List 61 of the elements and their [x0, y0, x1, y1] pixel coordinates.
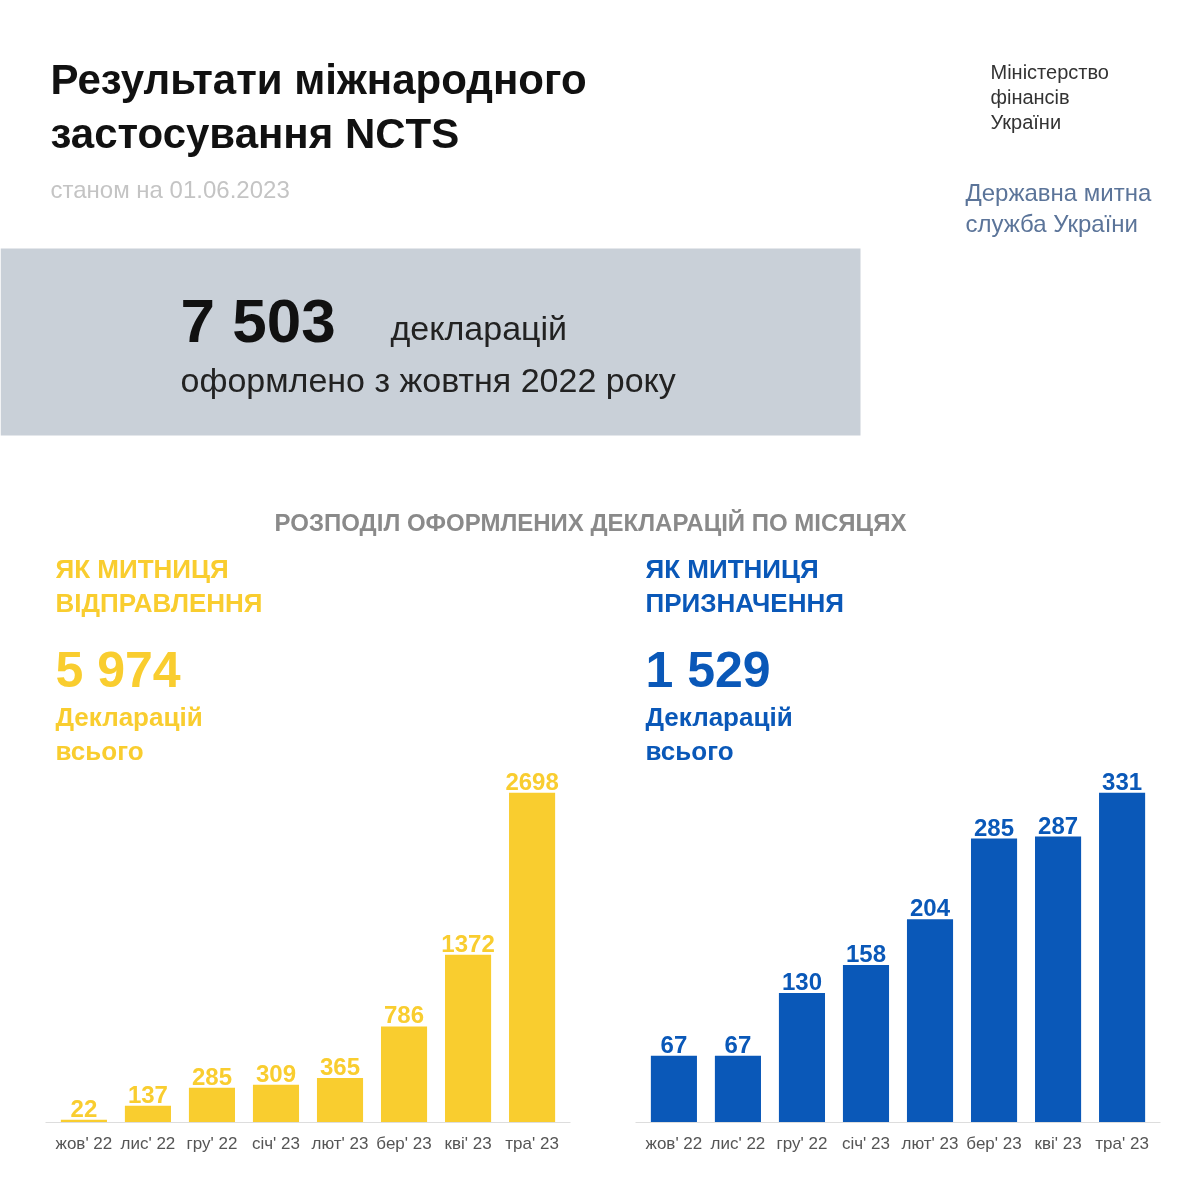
x-tick-label: бер' 23 [376, 1133, 432, 1153]
text: станом на 01.06.2023 [50, 175, 290, 203]
bar [650, 1055, 697, 1123]
x-tick-label: тра' 23 [1095, 1133, 1149, 1153]
chart-title: ЯК МИТНИЦЯ ПРИЗНАЧЕННЯ [645, 553, 844, 618]
chart-subtitle: 5 974 [55, 641, 181, 698]
bar [380, 1026, 428, 1123]
bar [1035, 836, 1082, 1123]
data-label: 2698 [505, 767, 559, 795]
data-label: 130 [781, 968, 822, 996]
x-tick-label: лют' 23 [901, 1133, 959, 1153]
x-tick-label: тра' 23 [505, 1133, 559, 1153]
data-label: 285 [191, 1062, 232, 1090]
x-tick-label: січ' 23 [251, 1133, 300, 1153]
chart-subtitle: 1 529 [645, 641, 771, 698]
x-tick-label: січ' 23 [841, 1133, 890, 1153]
text: Результати міжнародного застосування NCTS [50, 55, 587, 157]
bar [252, 1084, 300, 1123]
bar [1099, 792, 1146, 1123]
x-tick-label: бер' 23 [966, 1133, 1022, 1153]
x-tick-label: гру' 22 [776, 1133, 828, 1153]
data-label: 67 [660, 1030, 688, 1058]
text: декларацій [390, 308, 568, 347]
x-tick-label: жов' 22 [55, 1133, 113, 1153]
x-tick-label: жов' 22 [645, 1133, 703, 1153]
bar [188, 1087, 236, 1123]
data-label: 137 [127, 1080, 168, 1108]
bar [778, 993, 826, 1123]
x-tick-label: кві' 23 [444, 1133, 492, 1153]
bar [714, 1055, 761, 1123]
bar [842, 965, 890, 1123]
text: РОЗПОДІЛ ОФОРМЛЕНИХ ДЕКЛАРАЦІЙ ПО МІСЯЦЯХ [274, 508, 907, 536]
data-label: 204 [909, 894, 951, 922]
bar [906, 919, 954, 1123]
bar [316, 1077, 364, 1123]
x-tick-label: лют' 23 [311, 1133, 369, 1153]
bar [124, 1105, 171, 1123]
x-tick-label: гру' 22 [186, 1133, 238, 1153]
data-label: 158 [845, 940, 887, 968]
chart-title: ЯК МИТНИЦЯ ВІДПРАВЛЕННЯ [55, 553, 263, 618]
data-label: 287 [1038, 811, 1079, 839]
text: Державна митна служба України [965, 178, 1153, 237]
bar [970, 838, 1018, 1123]
text: Міністерство фінансів України [990, 60, 1109, 134]
data-label: 365 [319, 1052, 361, 1080]
bar [509, 792, 556, 1123]
x-tick-label: лис' 22 [710, 1133, 766, 1153]
data-label: 67 [724, 1030, 752, 1058]
x-tick-label: кві' 23 [1034, 1133, 1082, 1153]
data-label: 22 [70, 1094, 98, 1122]
text: Декларацій всього [645, 701, 793, 766]
bar [445, 954, 492, 1123]
text: Декларацій всього [55, 701, 203, 766]
data-label: 309 [255, 1059, 297, 1087]
data-label: 331 [1102, 767, 1143, 795]
x-tick-label: лис' 22 [120, 1133, 176, 1153]
data-label: 786 [384, 1001, 425, 1029]
data-label: 285 [974, 813, 1015, 841]
text: оформлено з жовтня 2022 року [180, 360, 676, 399]
data-label: 1372 [441, 929, 495, 957]
text: 7 503 [180, 285, 336, 355]
